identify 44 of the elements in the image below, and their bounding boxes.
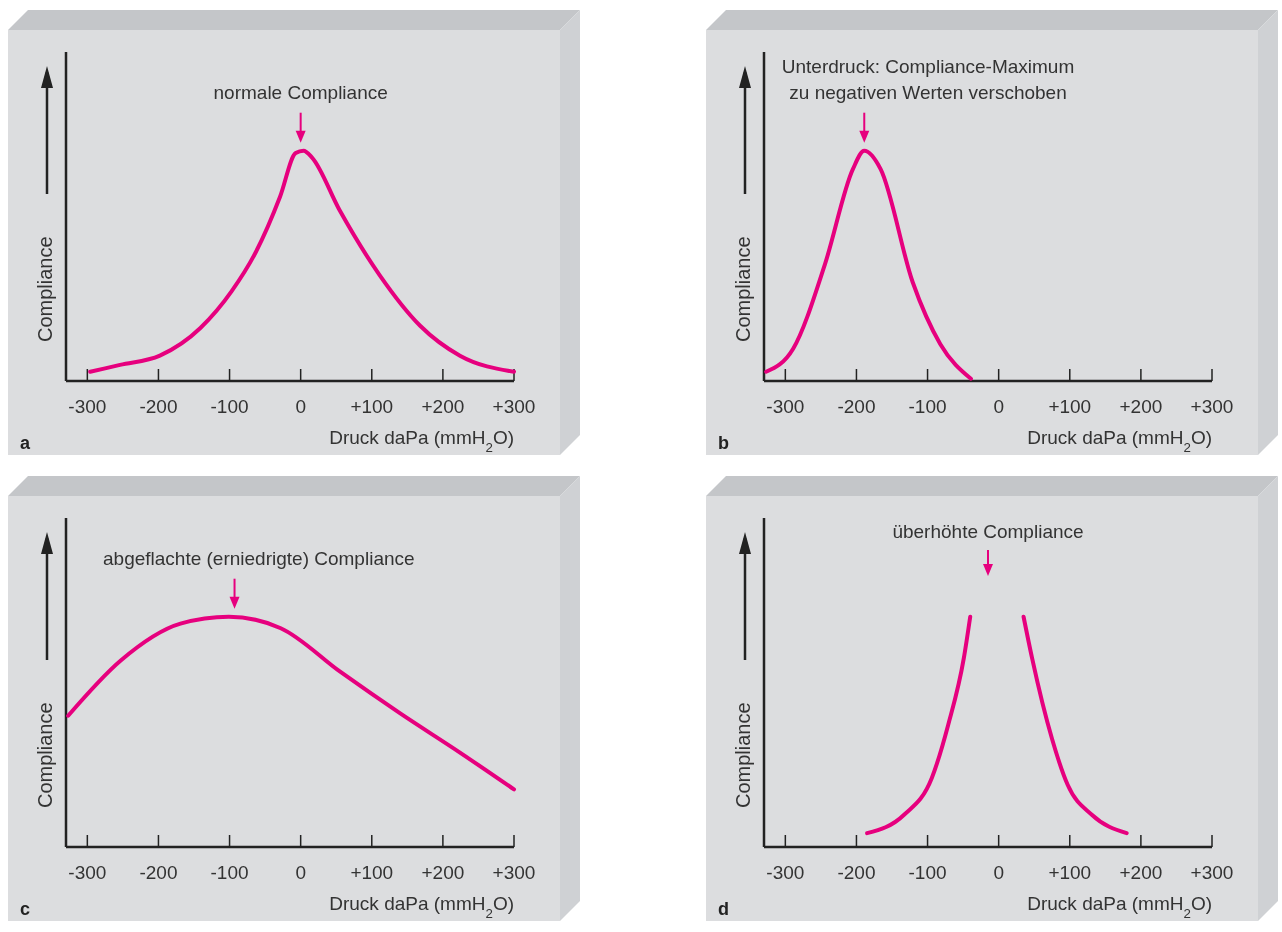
x-tick-label: +300 bbox=[1190, 396, 1234, 417]
x-tick-label: +100 bbox=[1048, 396, 1092, 417]
y-axis-title: Compliance bbox=[34, 236, 56, 342]
x-tick-label: 0 bbox=[295, 396, 306, 417]
x-tick-label: -100 bbox=[908, 396, 947, 417]
x-tick-label: -300 bbox=[766, 396, 805, 417]
y-axis-title: Compliance bbox=[732, 236, 754, 342]
x-tick-label: +100 bbox=[350, 396, 394, 417]
x-tick-label: +100 bbox=[1048, 862, 1092, 883]
x-tick-label: -300 bbox=[68, 396, 107, 417]
text: d bbox=[718, 899, 729, 919]
x-axis-title: Druck daPa (mmH$_{2}$O) bbox=[329, 893, 514, 921]
x-tick-label: +300 bbox=[492, 396, 536, 417]
annotation: Unterdruck: Compliance-Maximum zu negativen Werten verschoben bbox=[781, 55, 1075, 103]
x-tick-label: -300 bbox=[766, 862, 805, 883]
x-axis-title: Druck daPa (mmH$_{2}$O) bbox=[329, 427, 514, 455]
x-tick-label: -100 bbox=[210, 396, 249, 417]
x-tick-label: +200 bbox=[1119, 862, 1163, 883]
text: a bbox=[20, 433, 31, 453]
x-tick-label: +100 bbox=[350, 862, 394, 883]
x-tick-label: +300 bbox=[492, 862, 536, 883]
x-tick-label: -100 bbox=[908, 862, 947, 883]
annotation: normale Compliance bbox=[213, 81, 388, 103]
annotation: abgeflachte (erniedrigte) Compliance bbox=[103, 547, 415, 569]
x-tick-label: -200 bbox=[837, 862, 876, 883]
x-tick-label: +200 bbox=[1119, 396, 1163, 417]
x-tick-label: +200 bbox=[421, 862, 465, 883]
text: überhöhte Compliance bbox=[892, 521, 1084, 542]
x-tick-label: -200 bbox=[837, 396, 876, 417]
x-tick-label: +200 bbox=[421, 396, 465, 417]
text: b bbox=[718, 433, 729, 453]
x-tick-label: +300 bbox=[1190, 862, 1234, 883]
x-tick-label: 0 bbox=[295, 862, 306, 883]
y-axis-title: Compliance bbox=[732, 702, 754, 808]
x-tick-label: -200 bbox=[139, 862, 178, 883]
x-tick-label: -200 bbox=[139, 396, 178, 417]
x-axis-title: Druck daPa (mmH$_{2}$O) bbox=[1027, 427, 1212, 455]
x-tick-label: 0 bbox=[993, 862, 1004, 883]
text: c bbox=[20, 899, 31, 919]
x-tick-label: -300 bbox=[68, 862, 107, 883]
y-axis-title: Compliance bbox=[34, 702, 56, 808]
x-tick-label: -100 bbox=[210, 862, 249, 883]
x-axis-title: Druck daPa (mmH$_{2}$O) bbox=[1027, 893, 1212, 921]
x-tick-label: 0 bbox=[993, 396, 1004, 417]
